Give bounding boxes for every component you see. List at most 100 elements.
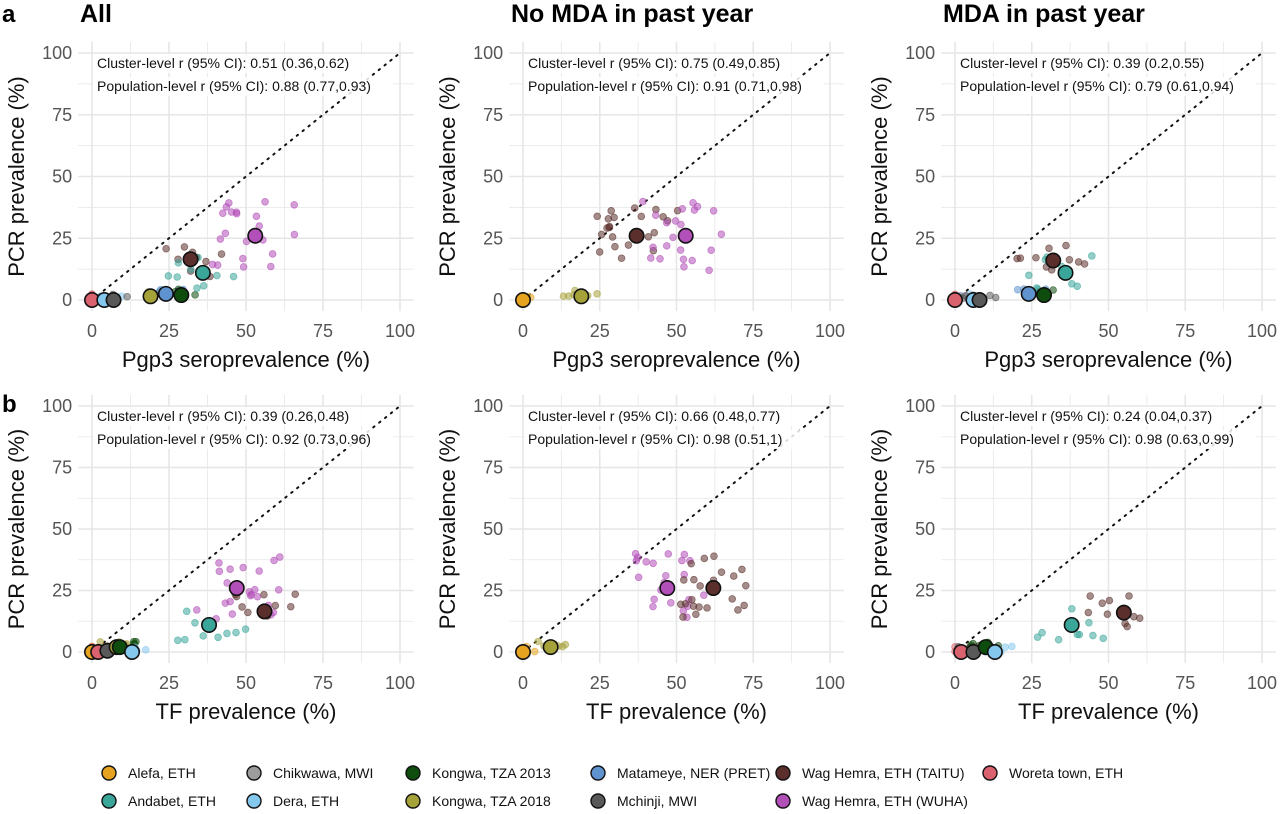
y-axis-title: PCR prevalence (%) (4, 76, 29, 277)
cluster-level-r-label: Cluster-level r (95% CI): 0.66 (0.48,0.7… (528, 408, 780, 424)
y-tick-label: 25 (52, 581, 72, 601)
cluster-point (1122, 620, 1129, 627)
legend-swatch (591, 794, 605, 808)
x-tick-label: 25 (1022, 321, 1042, 341)
cluster-point (667, 599, 674, 606)
cluster-point (594, 290, 601, 297)
legend-swatch (406, 794, 420, 808)
cluster-point (217, 236, 224, 243)
cluster-point (651, 229, 658, 236)
cluster-point (631, 205, 638, 212)
scatter-panel-3: Cluster-level r (95% CI): 0.39 (0.2,0.55… (867, 0, 1277, 372)
cluster-point (183, 608, 190, 615)
y-tick-label: 25 (915, 581, 935, 601)
y-tick-label: 100 (473, 396, 503, 416)
y-tick-label: 0 (925, 642, 935, 662)
legend-item: Mchinji, MWI (591, 793, 697, 809)
cluster-point (142, 646, 149, 653)
cluster-point (706, 267, 713, 274)
population-point (230, 581, 244, 595)
legend-item: Kongwa, TZA 2018 (406, 793, 551, 809)
panel-title: MDA in past year (943, 0, 1145, 28)
population-point (1064, 618, 1078, 632)
cluster-point (1008, 643, 1015, 650)
cluster-point (247, 592, 254, 599)
population-point (948, 293, 962, 307)
x-tick-label: 25 (159, 673, 179, 693)
y-axis-title: PCR prevalence (%) (4, 429, 29, 630)
cluster-point (692, 611, 699, 618)
y-tick-label: 0 (62, 290, 72, 310)
x-tick-label: 100 (1247, 321, 1277, 341)
cluster-point (710, 207, 717, 214)
cluster-point (215, 634, 222, 641)
cluster-point (174, 274, 181, 281)
x-tick-label: 100 (815, 321, 845, 341)
cluster-point (679, 557, 686, 564)
legend: Alefa, ETH Chikwawa, MWI Kongwa, TZA 2013 M… (102, 765, 1123, 809)
x-tick-label: 0 (950, 321, 960, 341)
cluster-point (688, 560, 695, 567)
cluster-point (625, 242, 632, 249)
legend-swatch (102, 794, 116, 808)
legend-swatch (591, 766, 605, 780)
cluster-point (729, 595, 736, 602)
cluster-point (701, 555, 708, 562)
scatter-panel-4: Cluster-level r (95% CI): 0.39 (0.26,0.4… (4, 395, 415, 724)
cluster-point (1085, 609, 1092, 616)
legend-label: Woreta town, ETH (1009, 765, 1123, 781)
cluster-point (632, 550, 639, 557)
cluster-point (1088, 253, 1095, 260)
x-tick-label: 75 (743, 673, 763, 693)
population-point (248, 229, 262, 243)
cluster-point (192, 291, 199, 298)
cluster-point (1046, 245, 1053, 252)
population-point (143, 289, 157, 303)
legend-label: Mchinji, MWI (617, 793, 697, 809)
scatter-panel-6: Cluster-level r (95% CI): 0.24 (0.04,0.3… (867, 395, 1277, 724)
cluster-point (663, 219, 670, 226)
x-axis-title: Pgp3 seroprevalence (%) (122, 347, 370, 372)
cluster-point (647, 255, 654, 262)
y-tick-label: 25 (483, 228, 503, 248)
cluster-point (240, 564, 247, 571)
cluster-point (200, 282, 207, 289)
population-level-r-label: Population-level r (95% CI): 0.79 (0.61,… (960, 78, 1234, 94)
population-point (543, 640, 557, 654)
population-point (202, 618, 216, 632)
population-point (516, 645, 530, 659)
cluster-point (1126, 593, 1133, 600)
y-tick-label: 75 (915, 458, 935, 478)
legend-swatch (776, 766, 790, 780)
x-axis-title: TF prevalence (%) (586, 699, 767, 724)
legend-label: Matameye, NER (PRET) (617, 765, 770, 781)
cluster-point (181, 244, 188, 251)
population-point (972, 293, 986, 307)
cluster-point (239, 604, 246, 611)
x-tick-label: 0 (518, 673, 528, 693)
cluster-point (651, 596, 658, 603)
cluster-point (254, 593, 261, 600)
scatter-panel-1: Cluster-level r (95% CI): 0.51 (0.36,0.6… (4, 0, 415, 372)
x-tick-label: 50 (236, 321, 256, 341)
x-tick-label: 75 (1175, 673, 1195, 693)
cluster-point (680, 576, 687, 583)
y-tick-label: 50 (483, 519, 503, 539)
population-point (1021, 287, 1035, 301)
cluster-point (606, 223, 613, 230)
cluster-point (691, 207, 698, 214)
cluster-point (181, 636, 188, 643)
x-tick-label: 25 (159, 321, 179, 341)
cluster-point (531, 648, 538, 655)
cluster-point (677, 247, 684, 254)
cluster-point (663, 242, 670, 249)
population-point (679, 229, 693, 243)
cluster-point (672, 218, 679, 225)
legend-label: Dera, ETH (273, 793, 339, 809)
cluster-point (594, 213, 601, 220)
y-axis-title: PCR prevalence (%) (867, 76, 892, 277)
cluster-point (267, 263, 274, 270)
cluster-point (194, 285, 201, 292)
cluster-point (598, 231, 605, 238)
x-tick-label: 25 (590, 673, 610, 693)
